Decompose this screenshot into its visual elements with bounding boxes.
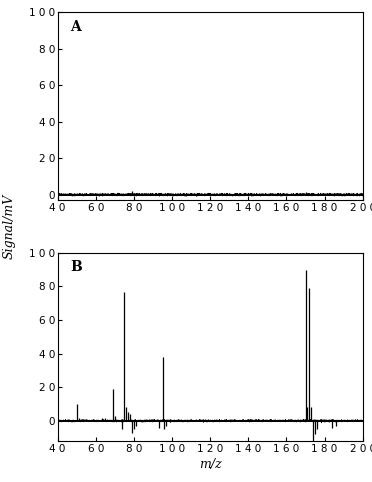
Text: B: B [70, 260, 81, 274]
Text: A: A [70, 20, 81, 34]
X-axis label: m/z: m/z [199, 458, 222, 471]
Text: Signal/mV: Signal/mV [3, 194, 16, 259]
